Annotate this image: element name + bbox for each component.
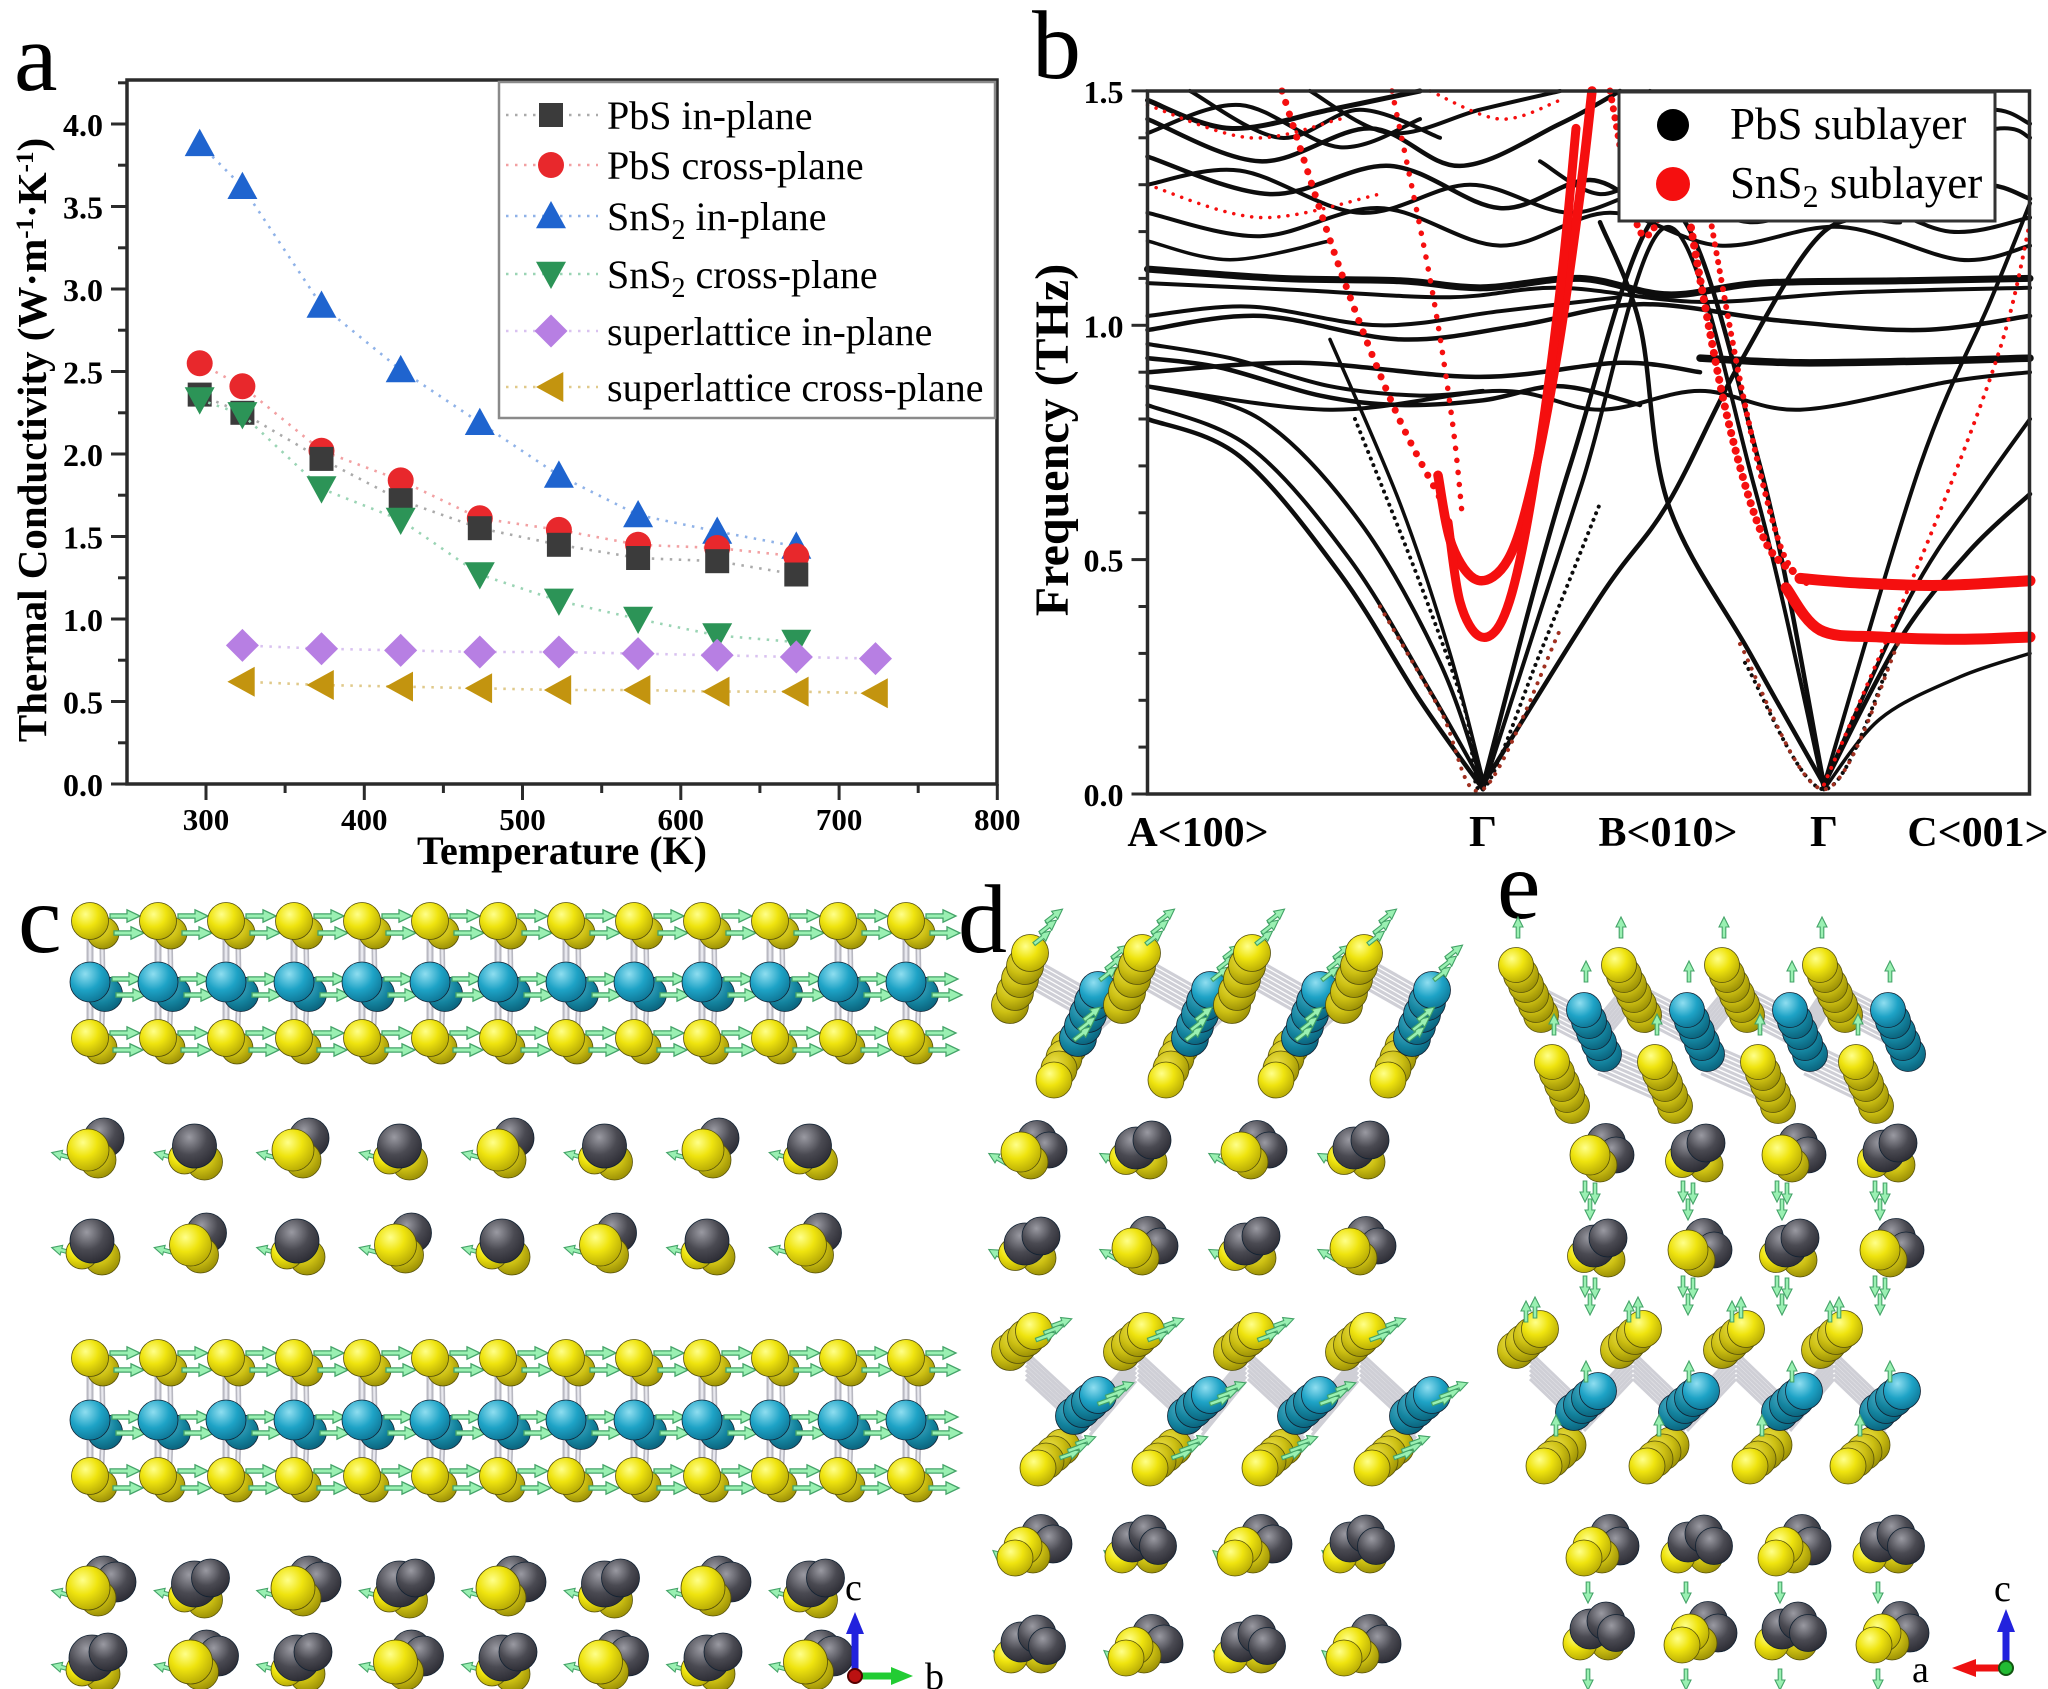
svg-text:2.5: 2.5 [63, 355, 103, 391]
svg-text:PbS in-plane: PbS in-plane [607, 93, 813, 138]
svg-text:d: d [958, 866, 1007, 974]
svg-text:a: a [14, 4, 58, 112]
svg-text:0.5: 0.5 [1084, 543, 1124, 579]
svg-text:A<100>: A<100> [1127, 810, 1268, 856]
svg-text:1.0: 1.0 [1084, 308, 1124, 344]
svg-text:Γ: Γ [1469, 807, 1497, 856]
svg-text:Frequency (THz): Frequency (THz) [1026, 264, 1079, 616]
svg-text:500: 500 [499, 802, 546, 837]
svg-text:1.5: 1.5 [63, 520, 103, 556]
svg-text:Thermal Conductivity (W·m-1·K-: Thermal Conductivity (W·m-1·K-1) [9, 138, 55, 742]
svg-text:superlattice in-plane: superlattice in-plane [607, 309, 932, 354]
svg-text:C<001>: C<001> [1907, 810, 2048, 856]
svg-text:1.0: 1.0 [63, 602, 103, 638]
svg-text:SnS2 in-plane: SnS2 in-plane [607, 194, 827, 246]
svg-text:SnS2 sublayer: SnS2 sublayer [1730, 158, 1982, 214]
svg-text:1.5: 1.5 [1084, 74, 1124, 110]
svg-text:c: c [1994, 1568, 2011, 1610]
svg-text:PbS cross-plane: PbS cross-plane [607, 143, 864, 188]
svg-text:0.5: 0.5 [63, 685, 103, 721]
svg-text:Temperature (K): Temperature (K) [417, 828, 707, 873]
svg-text:SnS2 cross-plane: SnS2 cross-plane [607, 252, 878, 304]
svg-text:700: 700 [816, 802, 863, 837]
svg-text:Γ: Γ [1810, 807, 1838, 856]
svg-text:0.0: 0.0 [1084, 777, 1124, 813]
svg-text:c: c [18, 866, 62, 974]
svg-text:b: b [1032, 0, 1081, 100]
svg-text:B<010>: B<010> [1599, 810, 1738, 856]
svg-text:600: 600 [658, 802, 705, 837]
svg-text:superlattice cross-plane: superlattice cross-plane [607, 365, 984, 410]
svg-text:c: c [845, 1567, 862, 1609]
svg-text:b: b [925, 1656, 944, 1689]
svg-text:PbS sublayer: PbS sublayer [1730, 99, 1966, 149]
svg-text:4.0: 4.0 [63, 107, 103, 143]
svg-text:400: 400 [341, 802, 388, 837]
svg-text:300: 300 [183, 802, 230, 837]
svg-text:a: a [1912, 1649, 1929, 1689]
svg-text:800: 800 [974, 802, 1021, 837]
svg-text:2.0: 2.0 [63, 437, 103, 473]
svg-text:3.0: 3.0 [63, 272, 103, 308]
svg-text:0.0: 0.0 [63, 767, 103, 803]
svg-text:3.5: 3.5 [63, 190, 103, 226]
